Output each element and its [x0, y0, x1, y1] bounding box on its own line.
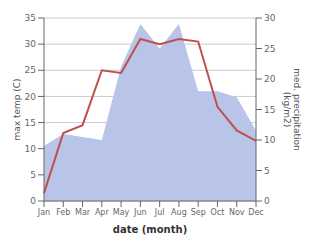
svg-text:May: May — [113, 208, 130, 217]
svg-text:5: 5 — [30, 170, 36, 180]
svg-text:max temp (C): max temp (C) — [12, 78, 22, 140]
svg-text:30: 30 — [25, 39, 37, 49]
svg-text:25: 25 — [264, 44, 275, 54]
svg-text:Apr: Apr — [95, 208, 110, 217]
svg-text:10: 10 — [25, 144, 37, 154]
svg-text:Aug: Aug — [171, 208, 187, 217]
svg-text:15: 15 — [25, 118, 36, 128]
svg-text:Dec: Dec — [248, 208, 263, 217]
svg-text:35: 35 — [25, 13, 36, 23]
svg-text:0: 0 — [30, 196, 36, 206]
svg-text:Jan: Jan — [37, 208, 50, 217]
svg-text:Mar: Mar — [75, 208, 91, 217]
svg-text:Jun: Jun — [133, 208, 147, 217]
svg-text:30: 30 — [264, 13, 276, 23]
svg-text:Sep: Sep — [191, 208, 206, 217]
svg-text:15: 15 — [264, 105, 275, 115]
svg-text:Nov: Nov — [229, 208, 245, 217]
svg-text:25: 25 — [25, 65, 36, 75]
svg-text:Oct: Oct — [211, 208, 225, 217]
svg-text:5: 5 — [264, 166, 270, 176]
svg-text:20: 20 — [25, 92, 37, 102]
svg-text:Jul: Jul — [154, 208, 165, 217]
svg-text:Feb: Feb — [56, 208, 70, 217]
svg-text:0: 0 — [264, 196, 270, 206]
svg-text:date (month): date (month) — [113, 224, 187, 235]
svg-text:10: 10 — [264, 135, 276, 145]
svg-text:20: 20 — [264, 74, 276, 84]
svg-text:med. precipitation(kg/m2): med. precipitation(kg/m2) — [282, 68, 302, 150]
